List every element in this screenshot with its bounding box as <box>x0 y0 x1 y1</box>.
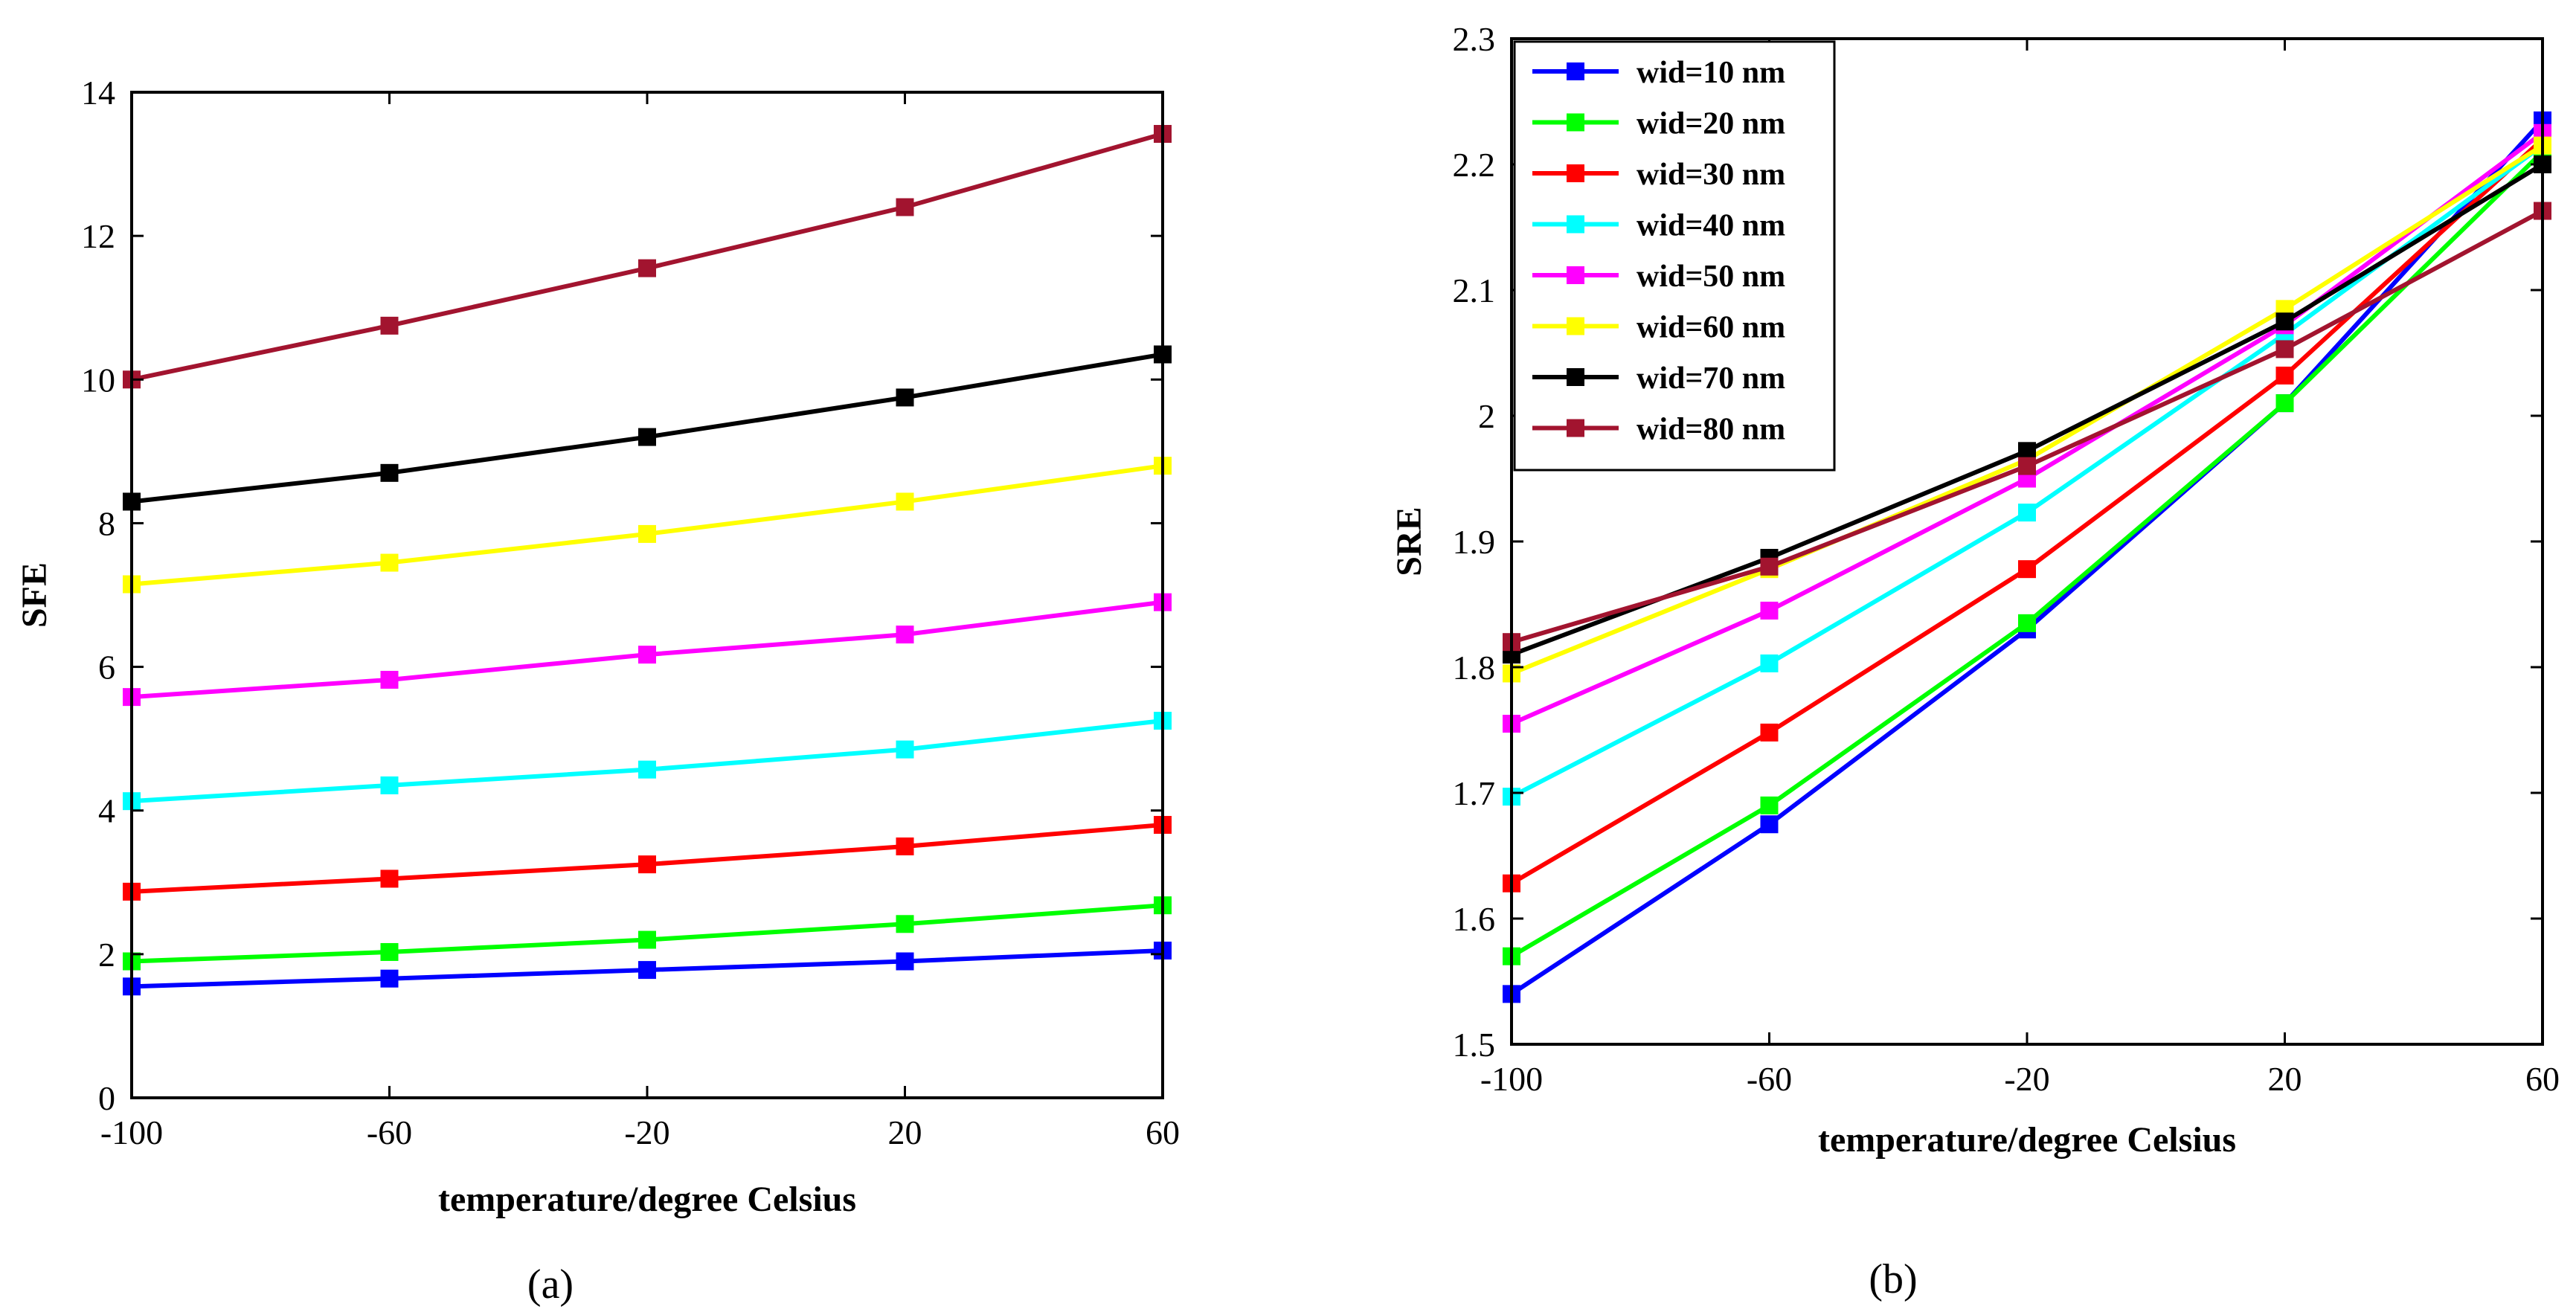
panel-b-plot-marks <box>1503 111 2551 1003</box>
legend-entry-label: wid=40 nm <box>1637 209 1785 243</box>
panel-b-data-point <box>2018 560 2036 579</box>
panel-b-y-tick-label: 2.1 <box>1453 271 1496 309</box>
panel-a-data-point <box>380 869 399 888</box>
panel-a-axes: -100 -60 -20 20 60 0 2 4 6 8 10 12 14 <box>81 74 1180 1151</box>
panel-b-data-point <box>2275 366 2294 385</box>
panel-a-y-tick-label: 12 <box>81 217 115 255</box>
panel-a-data-point <box>380 942 399 961</box>
panel-b-y-tick-label: 2.3 <box>1453 20 1496 58</box>
panel-a-data-point <box>638 760 656 779</box>
legend-entry-label: wid=80 nm <box>1637 413 1785 447</box>
panel-b-data-point <box>2018 614 2036 632</box>
panel-b-axes: -100 -60 -20 20 60 1.5 1.6 1.7 1.8 1.9 2 2.1 2.2 2.3 <box>1453 20 2560 1098</box>
panel-b-data-point <box>2018 504 2036 522</box>
panel-b-chart: -100 -60 -20 20 601.51.61.71.81.922.12.22.3 … <box>1390 20 2560 1302</box>
panel-b-y-tick-label: 1.7 <box>1453 774 1496 812</box>
panel-a-x-axis-label: temperature/degree Celsius <box>438 1180 856 1219</box>
panel-a-y-tick-label: 8 <box>98 504 115 542</box>
panel-b-y-axis-label: SRE <box>1390 507 1429 576</box>
panel-a-x-tick-label: 60 <box>1146 1113 1180 1151</box>
panel-a-x-tick-label: -60 <box>367 1113 412 1151</box>
legend-marker-5 <box>1567 266 1584 284</box>
legend-entry-label: wid=50 nm <box>1637 260 1785 294</box>
panel-a-data-point <box>896 837 914 855</box>
panel-b-data-point <box>1760 557 1779 576</box>
panel-a-data-point <box>896 626 914 644</box>
panel-a-x-tick-label: -100 <box>100 1113 163 1151</box>
panel-a-y-tick-label: 2 <box>98 936 115 974</box>
panel-a-x-tick-label: 20 <box>888 1113 922 1151</box>
panel-b-legend: wid=10 nm wid=20 nm wid=30 nm wid=40 nm wid=… <box>1513 40 1836 472</box>
panel-b-data-point <box>1760 723 1779 742</box>
legend-entry-label: wid=70 nm <box>1637 361 1785 396</box>
panel-a-data-point <box>380 316 399 335</box>
panel-a-y-tick-label: 6 <box>98 649 115 687</box>
panel-a-data-point <box>896 388 914 407</box>
panel-b-x-tick-label: -60 <box>1747 1060 1792 1098</box>
panel-a-data-point <box>896 198 914 216</box>
panel-b-x-axis-label: temperature/degree Celsius <box>1818 1120 2236 1160</box>
panel-b-data-point <box>1760 796 1779 814</box>
legend-marker-7 <box>1567 368 1584 386</box>
panel-b-y-tick-label: 1.6 <box>1453 900 1496 938</box>
panel-a-y-tick-label: 0 <box>98 1079 115 1117</box>
legend-marker-4 <box>1567 215 1584 234</box>
panel-a-data-point <box>896 740 914 759</box>
legend-marker-2 <box>1567 113 1584 132</box>
legend-entry-label: wid=10 nm <box>1637 56 1785 90</box>
legend-marker-3 <box>1567 164 1584 182</box>
panel-b-y-tick-label: 2.2 <box>1453 146 1496 184</box>
panel-a-data-point <box>896 915 914 933</box>
panel-a-data-point <box>380 553 399 572</box>
panel-a-data-point <box>638 855 656 874</box>
legend-entry-label: wid=30 nm <box>1637 158 1785 192</box>
panel-a-y-tick-label: 14 <box>81 74 115 112</box>
legend-entry-label: wid=20 nm <box>1637 107 1785 141</box>
panel-b-x-tick-label: -20 <box>2004 1060 2049 1098</box>
panel-b-y-tick-label: 1.5 <box>1453 1026 1496 1064</box>
panel-a-chart: -100 -60 -20 20 60 0 2 4 6 8 10 12 14 temperature/de… <box>15 74 1180 1308</box>
panel-b-x-tick-label: 20 <box>2268 1060 2302 1098</box>
panel-a-data-point <box>638 961 656 980</box>
panel-b-data-point <box>2275 340 2294 359</box>
panel-a-data-point <box>380 776 399 794</box>
panel-b-data-point <box>2018 457 2036 475</box>
panel-b-y-tick-label: 1.9 <box>1453 523 1496 561</box>
panel-b-label: (b) <box>1869 1256 1917 1302</box>
panel-a-data-point <box>638 646 656 664</box>
panel-a-data-point <box>380 670 399 689</box>
legend-marker-1 <box>1567 62 1584 80</box>
panel-a-data-point <box>380 463 399 482</box>
panel-a-label: (a) <box>527 1261 574 1308</box>
legend-marker-6 <box>1567 317 1584 335</box>
panel-a-x-tick-label: -20 <box>624 1113 669 1151</box>
panel-a-data-point <box>638 259 656 277</box>
panel-b-data-point <box>1760 601 1779 620</box>
panel-b-y-tick-label: 2 <box>1478 397 1495 435</box>
panel-a-y-axis-label: SFE <box>15 562 54 628</box>
panel-a-data-point <box>896 952 914 971</box>
panel-a-data-point <box>380 969 399 988</box>
panel-b-data-point <box>1760 654 1779 672</box>
panel-b-y-tick-label: 1.8 <box>1453 649 1496 687</box>
legend-entry-label: wid=60 nm <box>1637 311 1785 345</box>
panel-a-data-point <box>638 524 656 543</box>
panel-b-data-point <box>1760 815 1779 834</box>
panel-b-data-point <box>2275 394 2294 413</box>
panel-a-data-point <box>638 428 656 446</box>
panel-b-x-tick-label: 60 <box>2525 1060 2560 1098</box>
legend-box <box>1513 40 1836 472</box>
panel-b-x-tick-label: -100 <box>1480 1060 1543 1098</box>
panel-b-data-point <box>2275 312 2294 331</box>
panel-a-y-tick-label: 4 <box>98 792 115 830</box>
panel-a-y-tick-label: 10 <box>81 361 115 399</box>
legend-marker-8 <box>1567 419 1584 437</box>
panel-a-data-point <box>638 930 656 949</box>
panel-a-plot-marks <box>123 125 1172 996</box>
panel-a-data-point <box>896 492 914 511</box>
panel-b-data-point <box>2018 442 2036 460</box>
